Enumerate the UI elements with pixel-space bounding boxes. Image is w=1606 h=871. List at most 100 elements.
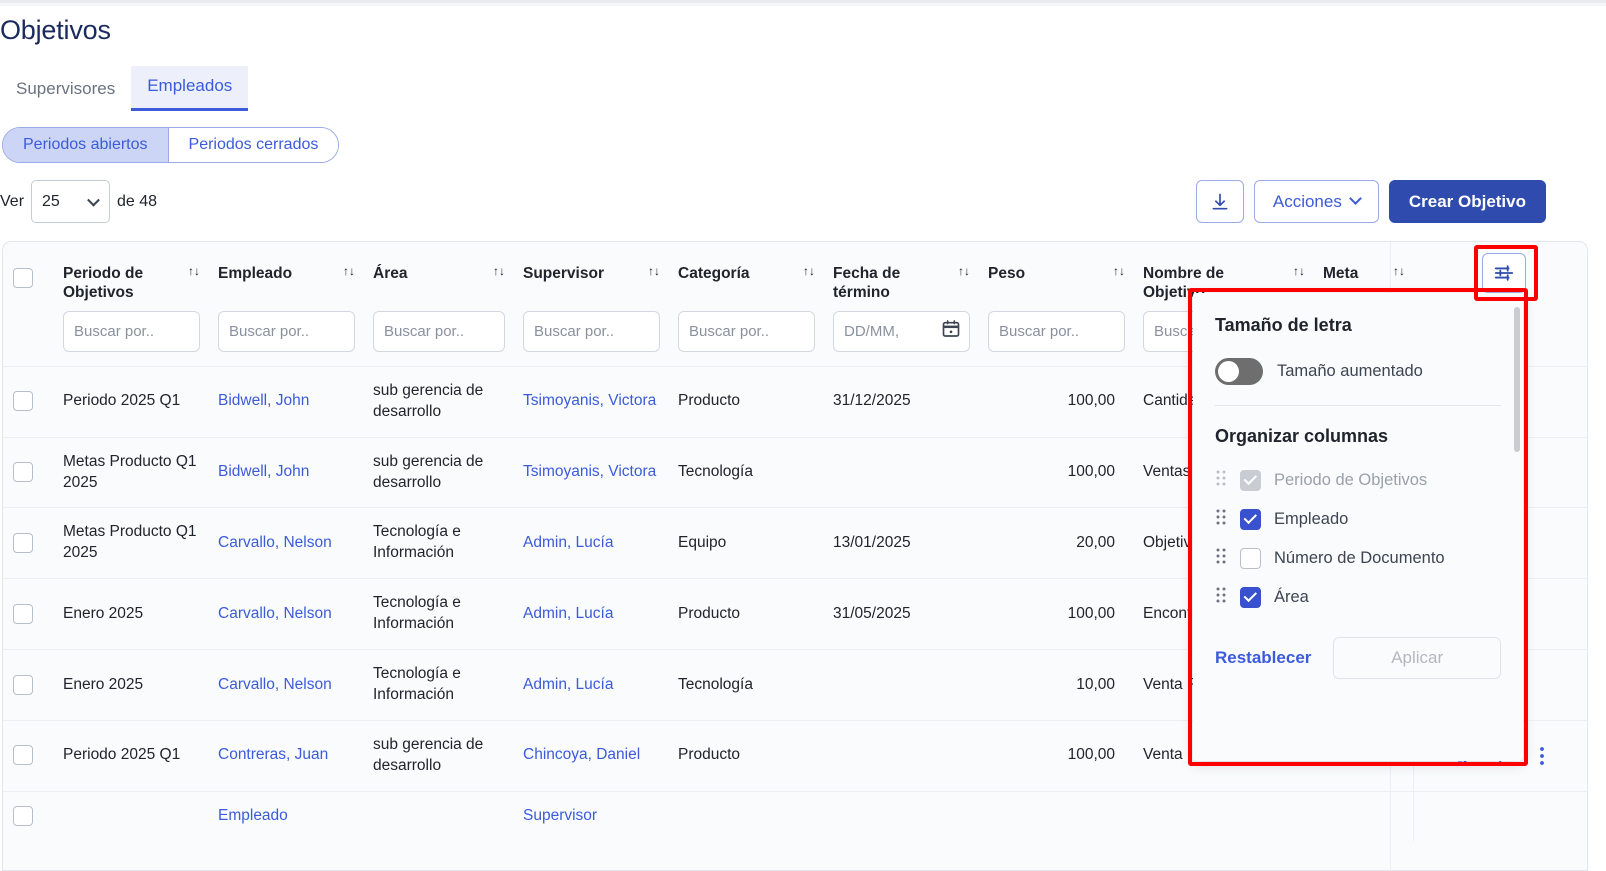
cell-categoria: Tecnología [668,649,823,721]
cell-supervisor[interactable]: Chincoya, Daniel [513,719,668,792]
drag-handle-icon[interactable] [1215,469,1227,492]
column-settings-button[interactable] [1482,253,1526,293]
cell-nombre [1133,790,1313,841]
filter-input-periodo[interactable] [63,310,200,352]
cell-empleado[interactable]: Empleado [208,790,363,841]
row-select-cell [3,719,53,792]
cell-fecha: 31/12/2025 [823,365,978,438]
row-checkbox[interactable] [13,532,33,553]
cell-empleado[interactable]: Contreras, Juan [208,719,363,792]
cell-supervisor[interactable]: Admin, Lucía [513,578,668,650]
sort-icon[interactable]: ↑↓ [1293,264,1305,278]
col-header-empleado[interactable]: Empleado ↑↓ [208,242,363,311]
filter-input-empleado[interactable] [218,310,355,352]
top-strip-shadow [0,0,1606,3]
column-checkbox-numero-documento[interactable] [1240,548,1261,569]
cell-supervisor[interactable]: Admin, Lucía [513,649,668,721]
cell-peso: 20,00 [978,507,1133,579]
sliders-icon [1494,265,1514,281]
table-row[interactable]: Enero 2025 Carvallo, Nelson Tecnología e… [3,578,1587,650]
select-all-checkbox[interactable] [13,268,33,288]
filter-cell-empleado [208,310,363,367]
cell-supervisor[interactable]: Supervisor [513,790,668,841]
cell-actions [1412,790,1587,841]
col-header-fecha[interactable]: Fecha de término ↑↓ [823,242,978,311]
crear-objetivo-button[interactable]: Crear Objetivo [1388,180,1546,223]
cell-periodo: Enero 2025 [53,578,208,650]
row-select-cell [3,790,53,841]
cell-fecha [823,649,978,721]
filter-spacer [3,311,53,367]
total-count-label: de 48 [117,192,158,210]
panel-divider [1215,405,1501,406]
row-select-cell [3,649,53,721]
cell-categoria: Equipo [668,507,823,579]
filter-input-categoria[interactable] [678,310,815,352]
column-checkbox-empleado[interactable] [1240,509,1261,530]
cell-empleado[interactable]: Carvallo, Nelson [208,578,363,650]
filter-cell-fecha [823,310,978,367]
cell-fecha: 13/01/2025 [823,507,978,579]
row-checkbox[interactable] [13,391,33,412]
restablecer-button[interactable]: Restablecer [1215,648,1312,667]
cell-periodo: Metas Producto Q1 2025 [53,436,208,508]
col-header-peso[interactable]: Peso ↑↓ [978,242,1133,311]
cell-empleado[interactable]: Carvallo, Nelson [208,507,363,579]
drag-handle-icon[interactable] [1215,508,1227,531]
sort-icon[interactable]: ↑↓ [648,264,660,278]
row-checkbox[interactable] [13,745,33,766]
col-header-meta[interactable]: Meta ↑↓ [1313,242,1413,311]
cell-periodo: Metas Producto Q1 2025 [53,507,208,579]
filter-input-supervisor[interactable] [523,310,660,352]
panel-scrollbar[interactable] [1514,307,1520,452]
filter-input-peso[interactable] [988,310,1125,352]
sort-icon[interactable]: ↑↓ [188,264,200,278]
increased-size-toggle[interactable] [1215,358,1263,385]
row-checkbox[interactable] [13,805,33,826]
tab-supervisores[interactable]: Supervisores [0,69,131,111]
sort-icon[interactable]: ↑↓ [493,264,505,278]
sort-icon[interactable]: ↑↓ [1393,264,1405,278]
row-checkbox[interactable] [13,603,33,624]
tab-bar: Supervisores Empleados [0,66,249,111]
cell-periodo: Periodo 2025 Q1 [53,365,208,438]
acciones-button[interactable]: Acciones [1253,180,1379,223]
segment-periodos-cerrados[interactable]: Periodos cerrados [168,128,339,162]
col-label: Área [373,265,408,282]
segment-periodos-abiertos[interactable]: Periodos abiertos [3,128,168,162]
column-checkbox-area[interactable] [1240,587,1261,608]
cell-fecha [823,790,978,841]
row-checkbox[interactable] [13,462,33,482]
download-button[interactable] [1195,180,1244,223]
cell-supervisor[interactable]: Tsimoyanis, Victora [513,365,668,438]
col-header-area[interactable]: Área ↑↓ [363,242,513,311]
filter-input-area[interactable] [373,310,505,352]
cell-area: sub gerencia de desarrollo [363,436,513,508]
cell-supervisor[interactable]: Admin, Lucía [513,507,668,579]
cell-empleado[interactable]: Bidwell, John [208,365,363,438]
col-header-periodo[interactable]: Periodo de Objetivos ↑↓ [53,242,208,311]
table-row[interactable]: Empleado Supervisor [3,790,1587,841]
view-label: Ver [0,192,25,210]
sort-icon[interactable]: ↑↓ [958,264,970,278]
sort-icon[interactable]: ↑↓ [343,264,355,278]
cell-categoria: Tecnología [668,436,823,508]
sort-icon[interactable]: ↑↓ [1113,264,1125,278]
filter-cell-area [363,310,513,367]
drag-handle-icon[interactable] [1215,586,1227,609]
chevron-down-icon [87,193,100,207]
row-checkbox[interactable] [13,674,33,695]
drag-handle-icon[interactable] [1215,547,1227,570]
filter-input-fecha[interactable] [833,310,970,352]
cell-supervisor[interactable]: Tsimoyanis, Victora [513,436,668,508]
cell-empleado[interactable]: Carvallo, Nelson [208,649,363,721]
chevron-down-icon [1348,192,1362,205]
increased-size-label: Tamaño aumentado [1277,362,1423,380]
col-header-supervisor[interactable]: Supervisor ↑↓ [513,242,668,311]
sort-icon[interactable]: ↑↓ [803,264,815,278]
more-vertical-icon[interactable] [1539,745,1545,767]
tab-empleados[interactable]: Empleados [131,66,249,111]
col-header-categoria[interactable]: Categoría ↑↓ [668,242,823,311]
cell-empleado[interactable]: Bidwell, John [208,436,363,508]
page-size-select[interactable]: 25 [31,180,111,223]
